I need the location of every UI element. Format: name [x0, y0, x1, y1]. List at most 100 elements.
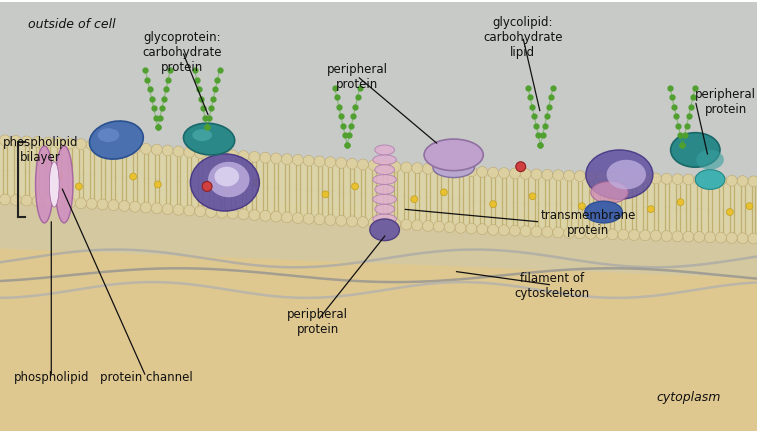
Text: peripheral
protein: peripheral protein: [287, 307, 348, 335]
Circle shape: [217, 208, 227, 219]
Circle shape: [455, 223, 466, 234]
Circle shape: [379, 161, 390, 172]
Ellipse shape: [372, 175, 396, 185]
Circle shape: [369, 161, 379, 171]
Text: outside of cell: outside of cell: [28, 18, 115, 31]
Circle shape: [445, 165, 455, 176]
Circle shape: [322, 191, 329, 198]
Circle shape: [249, 152, 260, 163]
Circle shape: [455, 166, 466, 177]
Ellipse shape: [607, 161, 646, 190]
Ellipse shape: [190, 155, 260, 212]
Circle shape: [282, 213, 293, 223]
Circle shape: [75, 198, 86, 209]
Circle shape: [86, 140, 97, 151]
Circle shape: [22, 196, 32, 207]
Text: phospholipid: phospholipid: [14, 370, 89, 383]
Circle shape: [303, 156, 314, 167]
Circle shape: [119, 201, 130, 212]
Circle shape: [401, 220, 412, 230]
Circle shape: [119, 142, 130, 153]
Circle shape: [466, 224, 477, 234]
Circle shape: [325, 158, 336, 168]
Circle shape: [293, 213, 303, 224]
Circle shape: [162, 204, 173, 215]
Circle shape: [97, 141, 108, 151]
Polygon shape: [0, 141, 757, 239]
Circle shape: [509, 169, 520, 180]
Text: protein channel: protein channel: [100, 370, 192, 383]
Circle shape: [705, 232, 716, 243]
Circle shape: [564, 228, 574, 239]
Circle shape: [303, 214, 314, 225]
Circle shape: [661, 231, 672, 242]
Circle shape: [647, 206, 654, 213]
Circle shape: [151, 204, 162, 214]
Circle shape: [154, 181, 161, 188]
Circle shape: [716, 233, 727, 243]
Text: phospholipid
bilayer: phospholipid bilayer: [3, 136, 78, 164]
Circle shape: [202, 182, 212, 192]
Circle shape: [488, 168, 498, 179]
Polygon shape: [0, 190, 757, 279]
Circle shape: [596, 229, 607, 240]
Circle shape: [727, 233, 737, 244]
Circle shape: [151, 145, 162, 156]
Circle shape: [677, 199, 684, 206]
Circle shape: [390, 162, 401, 173]
Circle shape: [650, 231, 661, 242]
Circle shape: [336, 158, 346, 169]
Circle shape: [336, 216, 346, 227]
Circle shape: [574, 228, 585, 239]
Text: peripheral
protein: peripheral protein: [326, 63, 388, 91]
Circle shape: [564, 171, 574, 182]
Circle shape: [206, 149, 217, 160]
Circle shape: [433, 222, 445, 233]
Circle shape: [282, 155, 293, 165]
Ellipse shape: [375, 205, 395, 214]
Circle shape: [422, 221, 433, 232]
Circle shape: [358, 217, 369, 228]
Ellipse shape: [670, 133, 720, 168]
Circle shape: [574, 171, 585, 182]
Circle shape: [607, 172, 618, 183]
Circle shape: [346, 159, 358, 170]
Text: peripheral
protein: peripheral protein: [695, 87, 756, 115]
Circle shape: [249, 210, 260, 221]
Circle shape: [608, 196, 615, 203]
Circle shape: [488, 225, 498, 236]
Circle shape: [683, 174, 694, 185]
Ellipse shape: [372, 195, 396, 205]
Circle shape: [238, 151, 249, 162]
Ellipse shape: [372, 155, 396, 165]
Circle shape: [640, 230, 650, 241]
Circle shape: [509, 226, 520, 237]
Circle shape: [141, 203, 151, 214]
Ellipse shape: [372, 214, 396, 224]
Circle shape: [607, 230, 618, 240]
Circle shape: [130, 202, 141, 213]
Circle shape: [358, 160, 369, 171]
Circle shape: [596, 172, 607, 183]
Ellipse shape: [55, 147, 73, 224]
Circle shape: [727, 176, 737, 187]
Ellipse shape: [184, 124, 235, 156]
Ellipse shape: [370, 220, 399, 241]
Ellipse shape: [35, 147, 53, 224]
Circle shape: [217, 150, 227, 161]
Circle shape: [705, 175, 716, 186]
Ellipse shape: [433, 158, 475, 178]
Circle shape: [412, 163, 422, 174]
Circle shape: [56, 174, 63, 181]
Circle shape: [445, 222, 455, 233]
Circle shape: [640, 173, 650, 184]
Circle shape: [422, 164, 433, 175]
Circle shape: [694, 175, 705, 186]
Circle shape: [412, 220, 422, 231]
Circle shape: [411, 196, 418, 203]
Circle shape: [22, 137, 32, 148]
Circle shape: [195, 207, 206, 217]
Circle shape: [346, 217, 358, 227]
Circle shape: [314, 214, 325, 225]
Circle shape: [618, 230, 629, 240]
